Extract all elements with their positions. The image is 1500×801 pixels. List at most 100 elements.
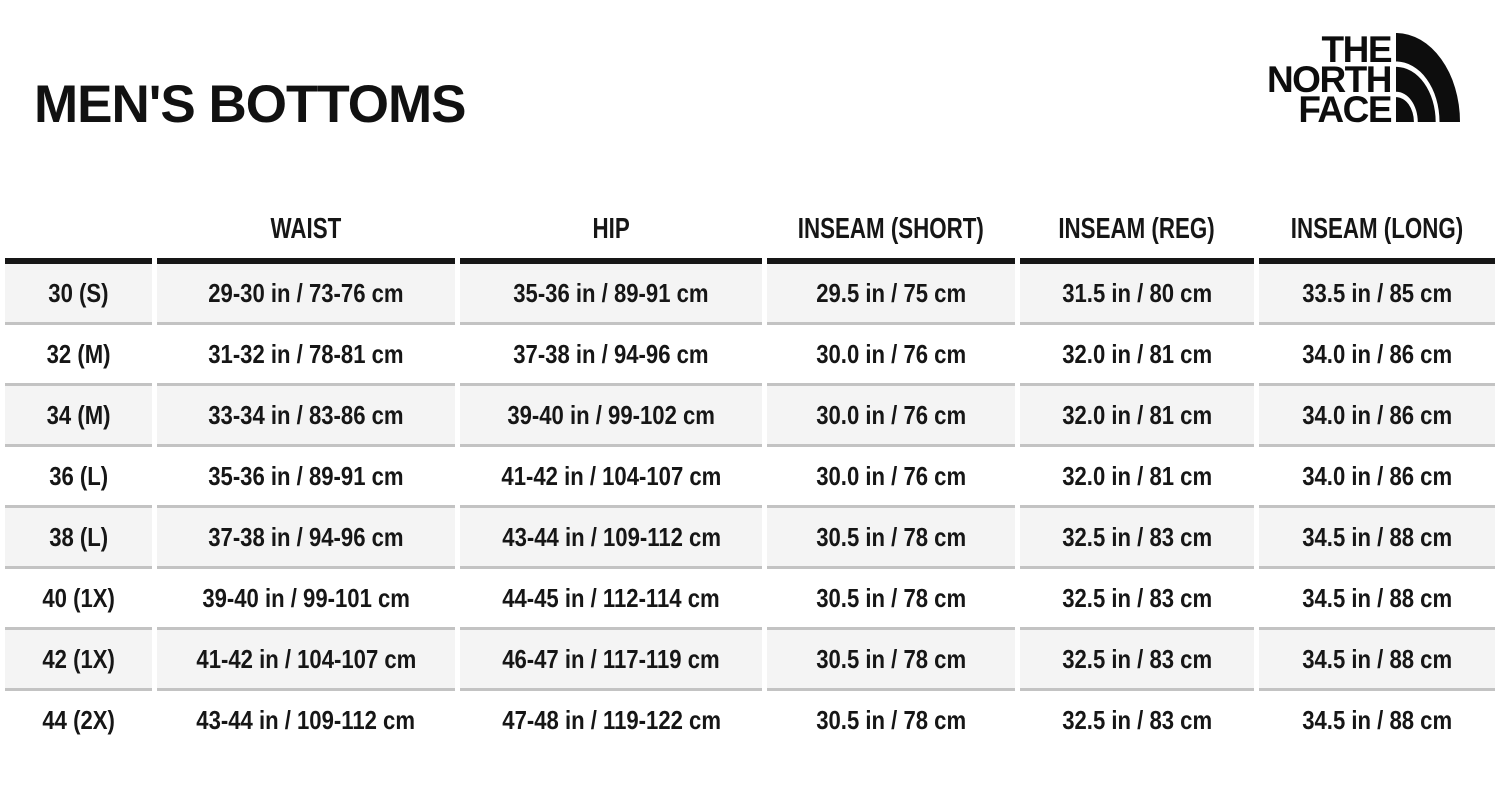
- waist-cell: 33-34 in / 83-86 cm: [156, 383, 456, 444]
- table-row: 42 (1X) 41-42 in / 104-107 cm 46-47 in /…: [5, 627, 1495, 688]
- inseam-reg-value: 32.0 in / 81 cm: [1061, 338, 1212, 369]
- table-row: 44 (2X) 43-44 in / 109-112 cm 47-48 in /…: [5, 688, 1495, 749]
- inseam-short-value: 30.0 in / 76 cm: [815, 338, 966, 369]
- inseam-reg-cell: 32.5 in / 83 cm: [1019, 505, 1255, 566]
- header-waist: WAIST: [156, 200, 456, 264]
- waist-value: 31-32 in / 78-81 cm: [208, 338, 404, 369]
- inseam-short-value: 30.0 in / 76 cm: [815, 460, 966, 491]
- waist-value: 43-44 in / 109-112 cm: [196, 704, 416, 735]
- waist-cell: 41-42 in / 104-107 cm: [156, 627, 456, 688]
- inseam-short-value: 30.0 in / 76 cm: [815, 399, 966, 430]
- hip-value: 44-45 in / 112-114 cm: [502, 582, 720, 613]
- hip-cell: 47-48 in / 119-122 cm: [460, 688, 763, 749]
- table-row: 32 (M) 31-32 in / 78-81 cm 37-38 in / 94…: [5, 322, 1495, 383]
- inseam-reg-cell: 31.5 in / 80 cm: [1019, 264, 1255, 322]
- waist-cell: 29-30 in / 73-76 cm: [156, 264, 456, 322]
- table-row: 38 (L) 37-38 in / 94-96 cm 43-44 in / 10…: [5, 505, 1495, 566]
- inseam-long-cell: 34.0 in / 86 cm: [1259, 444, 1495, 505]
- size-cell: 36 (L): [5, 444, 152, 505]
- inseam-short-cell: 30.5 in / 78 cm: [767, 688, 1015, 749]
- inseam-short-cell: 30.0 in / 76 cm: [767, 322, 1015, 383]
- inseam-reg-cell: 32.0 in / 81 cm: [1019, 444, 1255, 505]
- inseam-short-cell: 30.5 in / 78 cm: [767, 627, 1015, 688]
- inseam-reg-value: 32.0 in / 81 cm: [1061, 399, 1212, 430]
- inseam-reg-cell: 32.5 in / 83 cm: [1019, 627, 1255, 688]
- inseam-reg-value: 32.5 in / 83 cm: [1061, 521, 1212, 552]
- size-value: 44 (2X): [42, 704, 115, 735]
- hip-value: 46-47 in / 117-119 cm: [502, 643, 720, 674]
- inseam-long-value: 34.0 in / 86 cm: [1302, 399, 1452, 430]
- inseam-reg-cell: 32.5 in / 83 cm: [1019, 688, 1255, 749]
- inseam-short-value: 30.5 in / 78 cm: [815, 704, 966, 735]
- inseam-long-cell: 34.0 in / 86 cm: [1259, 322, 1495, 383]
- hip-value: 35-36 in / 89-91 cm: [513, 277, 709, 308]
- header-inseam-reg: INSEAM (REG): [1019, 200, 1255, 264]
- page-title: MEN'S BOTTOMS: [34, 75, 466, 134]
- header-size: [5, 200, 152, 264]
- inseam-short-cell: 30.5 in / 78 cm: [767, 566, 1015, 627]
- header-row: WAIST HIP INSEAM (SHORT) INSEAM (REG) IN…: [5, 200, 1495, 264]
- header-inseam-short: INSEAM (SHORT): [767, 200, 1015, 264]
- waist-cell: 43-44 in / 109-112 cm: [156, 688, 456, 749]
- size-value: 30 (S): [48, 277, 109, 308]
- waist-cell: 39-40 in / 99-101 cm: [156, 566, 456, 627]
- size-chart-table: WAIST HIP INSEAM (SHORT) INSEAM (REG) IN…: [0, 200, 1500, 749]
- size-value: 32 (M): [46, 338, 111, 369]
- inseam-long-value: 34.5 in / 88 cm: [1302, 521, 1452, 552]
- hip-cell: 35-36 in / 89-91 cm: [460, 264, 763, 322]
- inseam-reg-value: 32.5 in / 83 cm: [1061, 643, 1212, 674]
- inseam-long-cell: 33.5 in / 85 cm: [1259, 264, 1495, 322]
- hip-value: 43-44 in / 109-112 cm: [501, 521, 721, 552]
- inseam-long-value: 34.0 in / 86 cm: [1302, 460, 1452, 491]
- waist-cell: 31-32 in / 78-81 cm: [156, 322, 456, 383]
- header-waist-label: WAIST: [270, 212, 342, 245]
- inseam-reg-cell: 32.0 in / 81 cm: [1019, 322, 1255, 383]
- brand-wordmark-line: THE: [1321, 29, 1393, 70]
- inseam-short-cell: 30.5 in / 78 cm: [767, 505, 1015, 566]
- inseam-reg-value: 32.0 in / 81 cm: [1061, 460, 1212, 491]
- brand-logo: THE NORTH FACE: [1267, 29, 1460, 130]
- size-cell: 42 (1X): [5, 627, 152, 688]
- inseam-reg-value: 32.5 in / 83 cm: [1061, 704, 1212, 735]
- waist-value: 39-40 in / 99-101 cm: [202, 582, 410, 613]
- inseam-reg-value: 32.5 in / 83 cm: [1061, 582, 1212, 613]
- brand-wordmark-line: FACE: [1298, 89, 1392, 130]
- inseam-reg-value: 31.5 in / 80 cm: [1061, 277, 1212, 308]
- size-value: 34 (M): [46, 399, 111, 430]
- inseam-short-cell: 30.0 in / 76 cm: [767, 444, 1015, 505]
- inseam-short-cell: 29.5 in / 75 cm: [767, 264, 1015, 322]
- inseam-short-value: 30.5 in / 78 cm: [815, 582, 966, 613]
- hip-cell: 39-40 in / 99-102 cm: [460, 383, 763, 444]
- size-cell: 30 (S): [5, 264, 152, 322]
- hip-cell: 43-44 in / 109-112 cm: [460, 505, 763, 566]
- inseam-long-cell: 34.0 in / 86 cm: [1259, 383, 1495, 444]
- inseam-reg-cell: 32.0 in / 81 cm: [1019, 383, 1255, 444]
- waist-value: 41-42 in / 104-107 cm: [195, 643, 416, 674]
- hip-value: 39-40 in / 99-102 cm: [507, 399, 716, 430]
- header-inseam-short-label: INSEAM (SHORT): [797, 212, 984, 245]
- size-cell: 38 (L): [5, 505, 152, 566]
- size-value: 40 (1X): [42, 582, 115, 613]
- waist-value: 33-34 in / 83-86 cm: [208, 399, 404, 430]
- hip-value: 47-48 in / 119-122 cm: [501, 704, 721, 735]
- waist-cell: 35-36 in / 89-91 cm: [156, 444, 456, 505]
- inseam-long-cell: 34.5 in / 88 cm: [1259, 627, 1495, 688]
- inseam-short-cell: 30.0 in / 76 cm: [767, 383, 1015, 444]
- table-row: 34 (M) 33-34 in / 83-86 cm 39-40 in / 99…: [5, 383, 1495, 444]
- inseam-short-value: 30.5 in / 78 cm: [815, 521, 966, 552]
- size-value: 36 (L): [48, 460, 108, 491]
- table-row: 30 (S) 29-30 in / 73-76 cm 35-36 in / 89…: [5, 264, 1495, 322]
- hip-cell: 44-45 in / 112-114 cm: [460, 566, 763, 627]
- inseam-long-cell: 34.5 in / 88 cm: [1259, 566, 1495, 627]
- inseam-long-value: 34.0 in / 86 cm: [1302, 338, 1452, 369]
- brand-wordmark: THE NORTH FACE: [1267, 29, 1393, 130]
- inseam-long-cell: 34.5 in / 88 cm: [1259, 688, 1495, 749]
- header-inseam-long: INSEAM (LONG): [1259, 200, 1495, 264]
- inseam-long-value: 34.5 in / 88 cm: [1302, 582, 1452, 613]
- hip-cell: 37-38 in / 94-96 cm: [460, 322, 763, 383]
- waist-cell: 37-38 in / 94-96 cm: [156, 505, 456, 566]
- size-cell: 32 (M): [5, 322, 152, 383]
- inseam-long-value: 33.5 in / 85 cm: [1302, 277, 1452, 308]
- header-hip-label: HIP: [592, 212, 630, 245]
- inseam-long-cell: 34.5 in / 88 cm: [1259, 505, 1495, 566]
